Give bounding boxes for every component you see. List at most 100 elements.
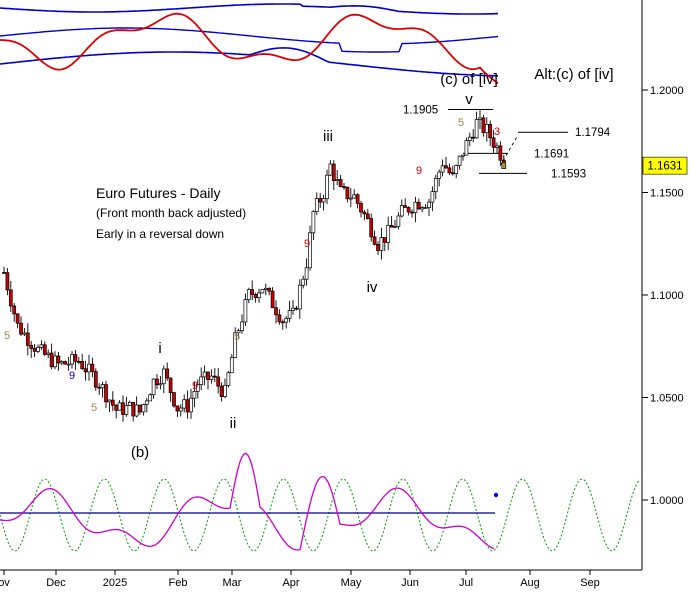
wave-label-alt-c-of-iv: Alt:(c) of [iv] (534, 66, 613, 83)
candle-body (32, 348, 37, 352)
candle-body (53, 355, 57, 368)
chart-note: Early in a reversal down (96, 227, 224, 241)
candle-body (212, 375, 217, 378)
candle-body (66, 363, 71, 366)
current-price-tag: 1.1631 (642, 156, 688, 175)
candle-body (161, 368, 166, 385)
candle-body (141, 404, 146, 413)
y-tick-label: 1.1000 (650, 290, 684, 302)
candle-body (219, 385, 224, 398)
candle-body (22, 332, 27, 335)
candle-body (270, 290, 275, 309)
candle-body (328, 163, 333, 176)
candle-body (90, 363, 95, 372)
candlesticks (2, 109, 507, 422)
candle-body (236, 330, 241, 333)
candle-body (19, 322, 23, 335)
candle-body (195, 384, 200, 392)
candle-body (297, 284, 302, 310)
candle-body (226, 372, 231, 386)
candle-body (192, 390, 197, 399)
candle-body (100, 384, 105, 389)
oscillator-end-dot (493, 492, 499, 498)
candle-body (185, 399, 190, 413)
candle-body (478, 117, 482, 120)
candle-body (467, 136, 472, 141)
candle-body (49, 352, 54, 368)
price-levels: 1.1905 1.1794 1.1691 1.1593 (403, 104, 611, 180)
candle-body (263, 287, 268, 290)
candle-body (379, 237, 384, 251)
candle-body (87, 363, 91, 373)
candle-body (121, 402, 125, 415)
x-tick-label: ov (0, 577, 10, 589)
candle-body (97, 386, 102, 389)
candle-body (131, 401, 136, 417)
candle-body (8, 289, 13, 307)
candle-body (36, 347, 40, 352)
x-tick-label: 2025 (103, 577, 127, 589)
candle-body (342, 186, 346, 188)
count-label: 5 (91, 402, 97, 414)
oscillator-panel (0, 452, 641, 552)
count-label: 9 (304, 238, 310, 250)
current-price-label: 1.1631 (647, 161, 682, 173)
last-bar-marker (501, 162, 507, 169)
candle-body (410, 211, 414, 214)
oscillator-magenta-line (0, 452, 495, 551)
candle-body (450, 172, 455, 175)
candle-body (246, 289, 251, 300)
candle-body (355, 194, 360, 204)
candle-body (284, 318, 289, 323)
candle-body (29, 345, 34, 349)
candle-body (151, 378, 156, 396)
candle-body (172, 392, 176, 407)
candle-body (117, 402, 122, 411)
candle-body (301, 278, 306, 286)
x-tick-label: Apr (282, 577, 299, 589)
candle-body (178, 407, 183, 412)
candle-body (365, 213, 370, 219)
candle-body (209, 375, 214, 380)
candle-body (199, 376, 204, 385)
chart-title: Euro Futures - Daily (96, 185, 220, 201)
candle-body (107, 399, 112, 403)
candle-body (144, 400, 149, 405)
candle-body (331, 163, 336, 181)
candle-body (148, 394, 153, 402)
candle-body (15, 313, 20, 324)
candle-body (206, 371, 210, 380)
candle-body (59, 361, 64, 364)
level-label: 1.1691 (534, 148, 569, 160)
wave-label-iii: iii (323, 128, 333, 145)
candle-body (304, 267, 309, 280)
candle-body (93, 371, 98, 388)
y-tick-label: 1.0000 (650, 495, 684, 507)
candle-body (369, 218, 374, 238)
wave-label-i: i (158, 340, 161, 357)
x-tick-label: Aug (520, 577, 540, 589)
current-price-box (642, 156, 688, 175)
candle-body (104, 384, 108, 403)
count-label: 9 (69, 370, 75, 382)
wave-label-v: v (465, 91, 473, 108)
count-label: 3 (494, 126, 500, 138)
candle-body (345, 186, 350, 200)
candle-body (39, 344, 44, 348)
x-tick-label: Dec (46, 577, 66, 589)
candle-body (202, 371, 207, 378)
candle-body (155, 378, 159, 386)
candle-body (348, 197, 353, 200)
candle-body (134, 404, 139, 417)
candle-body (80, 361, 85, 370)
candle-body (430, 191, 435, 203)
candle-body (427, 201, 431, 208)
candle-body (291, 307, 295, 311)
candle-body (114, 404, 119, 411)
count-label: 5 (4, 330, 10, 342)
candle-body (318, 198, 323, 203)
candle-body (257, 292, 261, 299)
candle-body (474, 119, 479, 139)
candle-body (240, 321, 244, 331)
